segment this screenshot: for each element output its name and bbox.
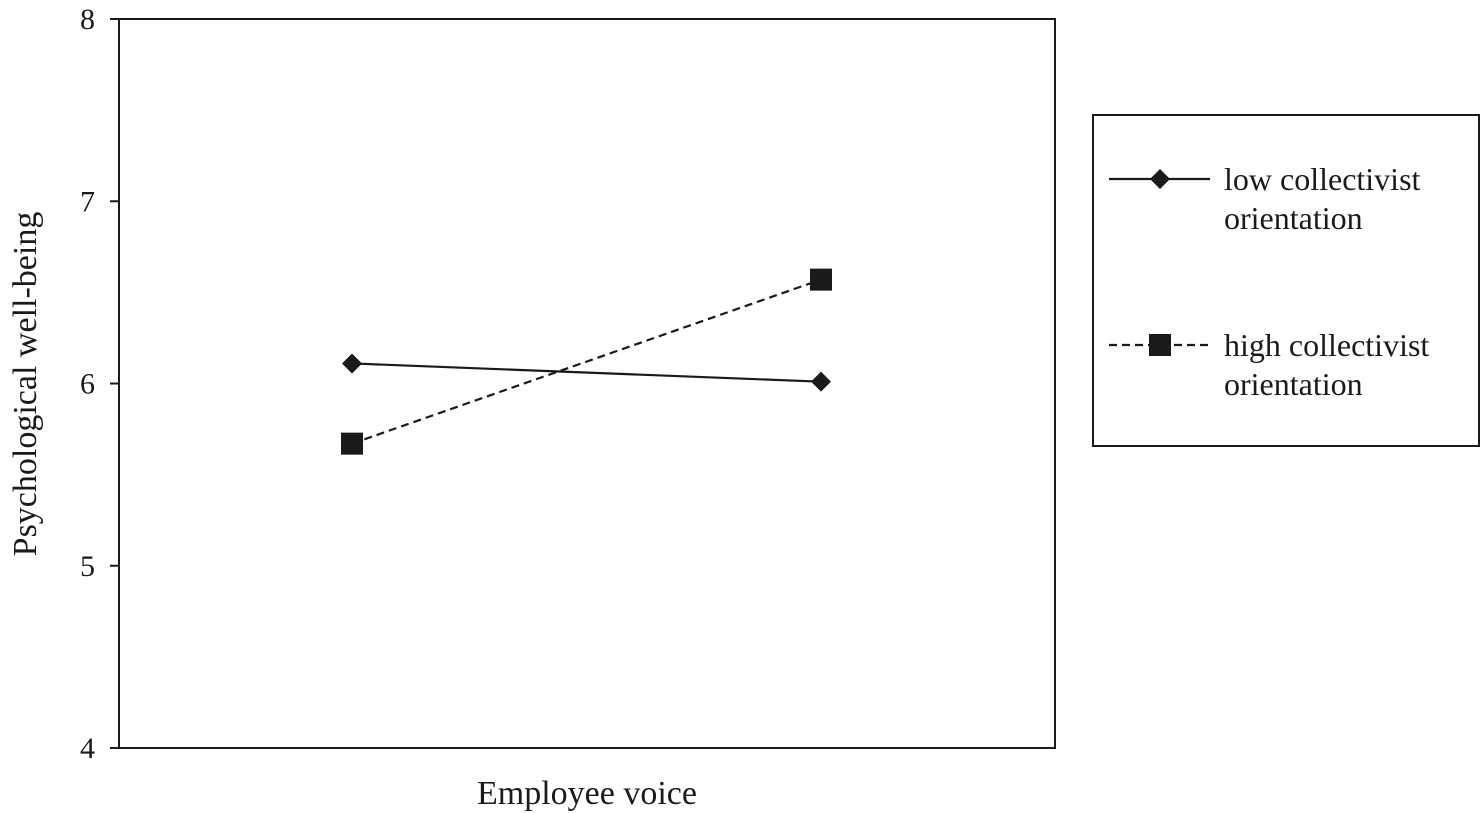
- legend-label: orientation: [1224, 200, 1363, 236]
- x-axis-label: Employee voice: [477, 775, 697, 812]
- legend-label: high collectivist: [1224, 327, 1429, 363]
- data-point-diamond: [342, 353, 362, 374]
- series-layer: [341, 268, 832, 455]
- series-line-high-collectivist: [351, 278, 822, 445]
- legend-label: low collectivist: [1224, 161, 1421, 197]
- data-point-square: [341, 432, 363, 455]
- plot-area-frame: [118, 18, 1056, 749]
- y-tick-label: 4: [80, 732, 95, 765]
- y-tick-label: 6: [80, 368, 95, 401]
- legend-marker-diamond: [1150, 169, 1170, 189]
- legend-frame: [1092, 114, 1480, 447]
- y-axis-label: Psychological well-being: [7, 212, 44, 557]
- data-point-square: [810, 268, 832, 291]
- y-axis-ticks: 4 5 6 7 8: [80, 3, 119, 765]
- legend-marker-square: [1149, 334, 1171, 356]
- y-tick-label: 7: [80, 185, 95, 218]
- data-point-diamond: [811, 371, 831, 392]
- y-tick-label: 5: [80, 550, 95, 583]
- series-line-low-collectivist: [351, 362, 822, 383]
- legend-label: orientation: [1224, 366, 1363, 402]
- y-tick-label: 8: [80, 3, 95, 36]
